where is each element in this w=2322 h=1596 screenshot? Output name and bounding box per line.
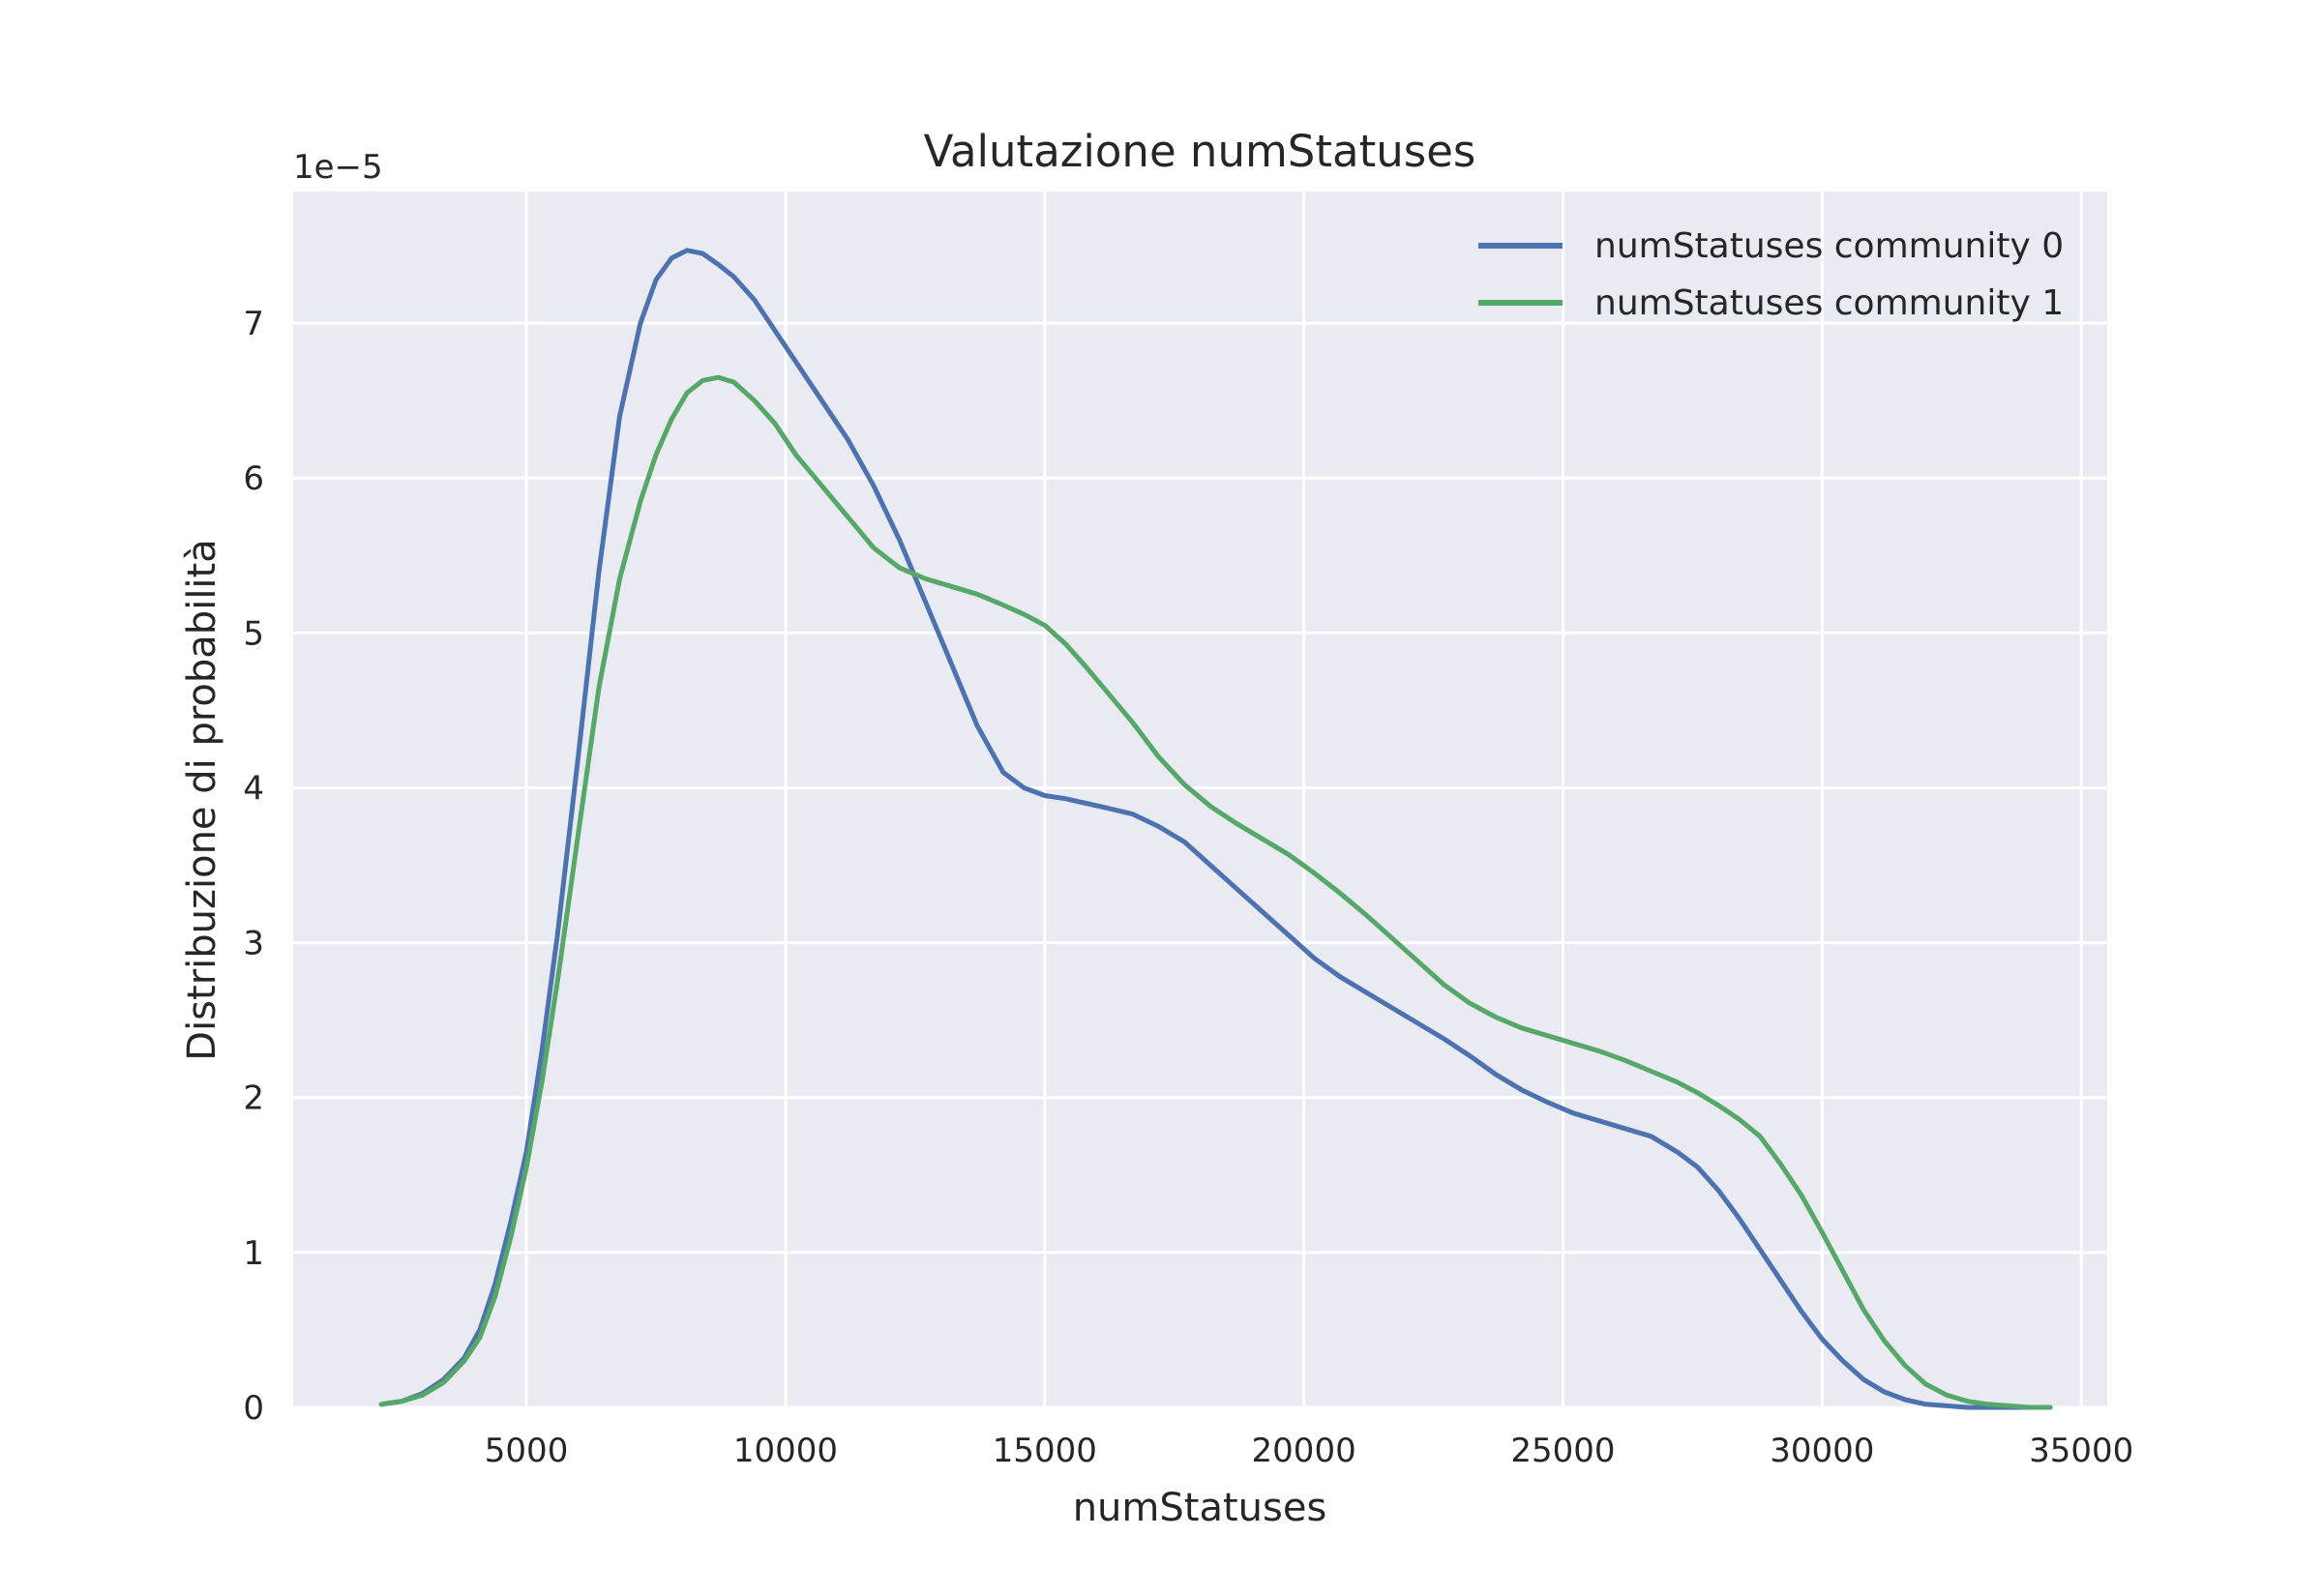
x-axis-label: numStatuses (1073, 1486, 1327, 1530)
series-line-community-0 (378, 248, 2053, 1410)
y-tick-label: 6 (243, 459, 264, 498)
series-layer (378, 248, 2053, 1410)
chart-title: Valutazione numStatuses (924, 126, 1476, 177)
y-axis-ticks: 0 1 2 3 4 5 6 7 (243, 305, 264, 1428)
x-tick-label: 15000 (993, 1432, 1097, 1470)
legend-label-community-1: numStatuses community 1 (1594, 283, 2064, 323)
y-tick-label: 5 (243, 614, 264, 653)
y-tick-label: 1 (243, 1234, 264, 1273)
x-tick-label: 20000 (1252, 1432, 1356, 1470)
grid (293, 192, 2107, 1409)
legend: numStatuses community 0 numStatuses commu… (1478, 226, 2064, 323)
legend-label-community-0: numStatuses community 0 (1594, 226, 2064, 266)
y-tick-label: 2 (243, 1079, 264, 1118)
x-tick-label: 35000 (2029, 1432, 2133, 1470)
y-scale-offset-label: 1e−5 (293, 148, 383, 187)
y-tick-label: 0 (243, 1389, 264, 1428)
x-tick-label: 5000 (485, 1432, 569, 1470)
y-tick-label: 4 (243, 769, 264, 808)
series-line-community-1 (378, 374, 2053, 1410)
y-tick-label: 3 (243, 925, 264, 963)
x-tick-label: 10000 (733, 1432, 838, 1470)
x-tick-label: 25000 (1510, 1432, 1615, 1470)
x-tick-label: 30000 (1770, 1432, 1874, 1470)
y-tick-label: 7 (243, 305, 264, 343)
y-axis-label: Distribuzione di probabilità (180, 539, 224, 1060)
x-axis-ticks: 5000 10000 15000 20000 25000 30000 35000 (485, 1432, 2133, 1470)
